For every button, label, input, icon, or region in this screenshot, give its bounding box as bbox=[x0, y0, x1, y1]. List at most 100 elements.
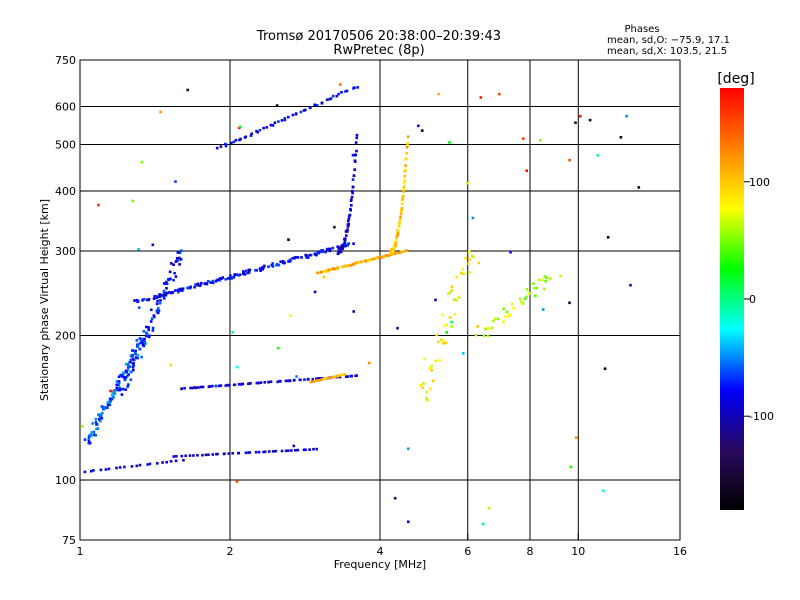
echo-point bbox=[471, 216, 475, 220]
echo-point bbox=[206, 280, 210, 283]
echo-point bbox=[165, 460, 168, 464]
echo-point bbox=[400, 210, 403, 213]
echo-point bbox=[468, 271, 471, 274]
echo-point bbox=[94, 420, 98, 424]
chart-subtitle: RwPretec (8p) bbox=[333, 43, 424, 58]
echo-point bbox=[164, 291, 168, 295]
echo-point bbox=[139, 341, 143, 344]
echo-point bbox=[227, 452, 230, 455]
echo-point bbox=[328, 247, 332, 251]
echo-point bbox=[147, 298, 151, 301]
echo-point bbox=[543, 287, 546, 291]
echo-point bbox=[440, 338, 443, 342]
echo-point bbox=[292, 444, 296, 448]
echo-point bbox=[130, 465, 134, 468]
echo-point bbox=[258, 267, 262, 270]
echo-point bbox=[174, 289, 177, 292]
echo-point bbox=[325, 98, 329, 101]
echo-point bbox=[121, 387, 125, 391]
echo-point bbox=[231, 452, 234, 455]
echo-point bbox=[346, 230, 349, 233]
echo-point bbox=[336, 245, 339, 248]
echo-point bbox=[397, 224, 401, 228]
echo-point bbox=[394, 252, 397, 255]
echo-point bbox=[396, 231, 400, 235]
echo-point bbox=[181, 289, 184, 292]
echo-point bbox=[349, 199, 353, 202]
echo-point bbox=[393, 245, 396, 249]
echo-point bbox=[314, 379, 317, 383]
echo-point bbox=[326, 247, 330, 251]
echo-point bbox=[87, 440, 91, 443]
echo-point bbox=[232, 140, 236, 144]
y-tick-label: 200 bbox=[55, 330, 76, 343]
echo-point bbox=[375, 256, 379, 260]
echo-point bbox=[176, 259, 180, 262]
echo-point bbox=[341, 247, 345, 250]
echo-point bbox=[404, 164, 407, 167]
echo-point bbox=[304, 108, 307, 112]
echo-point bbox=[89, 434, 93, 438]
echo-point bbox=[191, 386, 195, 390]
echo-point bbox=[87, 438, 91, 442]
echo-point bbox=[129, 360, 132, 364]
echo-point bbox=[277, 120, 280, 123]
echo-point bbox=[114, 389, 118, 392]
echo-point bbox=[216, 452, 219, 456]
echo-point bbox=[348, 213, 352, 217]
echo-point bbox=[137, 306, 141, 309]
echo-point bbox=[303, 378, 306, 381]
echo-point bbox=[268, 450, 271, 453]
echo-point bbox=[322, 275, 325, 279]
echo-point bbox=[129, 370, 133, 374]
echo-point bbox=[287, 449, 290, 452]
echo-point bbox=[220, 277, 223, 280]
echo-point bbox=[318, 378, 322, 382]
echo-point bbox=[108, 403, 112, 407]
echo-point bbox=[321, 250, 324, 254]
echo-point bbox=[237, 383, 241, 386]
echo-point bbox=[391, 250, 395, 253]
echo-point bbox=[110, 393, 114, 397]
echo-point bbox=[211, 384, 214, 388]
echo-point bbox=[344, 90, 347, 93]
echo-point bbox=[393, 496, 397, 500]
echo-point bbox=[394, 244, 397, 248]
echo-point bbox=[450, 285, 454, 289]
echo-point bbox=[142, 344, 146, 348]
echo-point bbox=[315, 377, 318, 381]
echo-point bbox=[356, 261, 360, 264]
y-tick-label: 75 bbox=[62, 534, 76, 547]
colorbar-tick-label: 0 bbox=[749, 293, 756, 306]
echo-point bbox=[140, 337, 143, 341]
echo-point bbox=[320, 101, 324, 105]
echo-point bbox=[295, 375, 298, 378]
echo-point bbox=[276, 346, 280, 350]
echo-point bbox=[97, 203, 100, 207]
echo-point bbox=[141, 343, 145, 346]
echo-point bbox=[351, 178, 355, 181]
echo-point bbox=[104, 468, 108, 471]
echo-point bbox=[327, 268, 331, 272]
echo-point bbox=[275, 104, 279, 107]
echo-point bbox=[455, 299, 458, 302]
echo-point bbox=[353, 86, 356, 89]
echo-point bbox=[267, 380, 270, 384]
echo-point bbox=[437, 340, 440, 344]
echo-point bbox=[158, 295, 162, 298]
echo-point bbox=[207, 453, 210, 456]
echo-point bbox=[512, 306, 515, 310]
echo-point bbox=[236, 365, 239, 369]
echo-point bbox=[402, 181, 406, 185]
echo-point bbox=[438, 359, 442, 362]
echo-point bbox=[317, 252, 320, 255]
grid-lines bbox=[80, 60, 680, 540]
echo-point bbox=[178, 256, 181, 260]
echo-point bbox=[397, 251, 400, 255]
echo-point bbox=[169, 363, 172, 367]
echo-point bbox=[127, 383, 130, 386]
echo-point bbox=[544, 279, 547, 283]
echo-point bbox=[397, 223, 401, 226]
echo-point bbox=[145, 325, 148, 329]
